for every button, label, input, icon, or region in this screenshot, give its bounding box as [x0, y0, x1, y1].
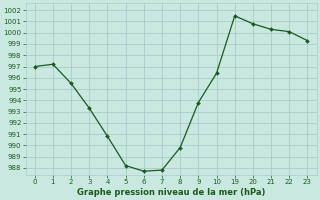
- X-axis label: Graphe pression niveau de la mer (hPa): Graphe pression niveau de la mer (hPa): [77, 188, 265, 197]
